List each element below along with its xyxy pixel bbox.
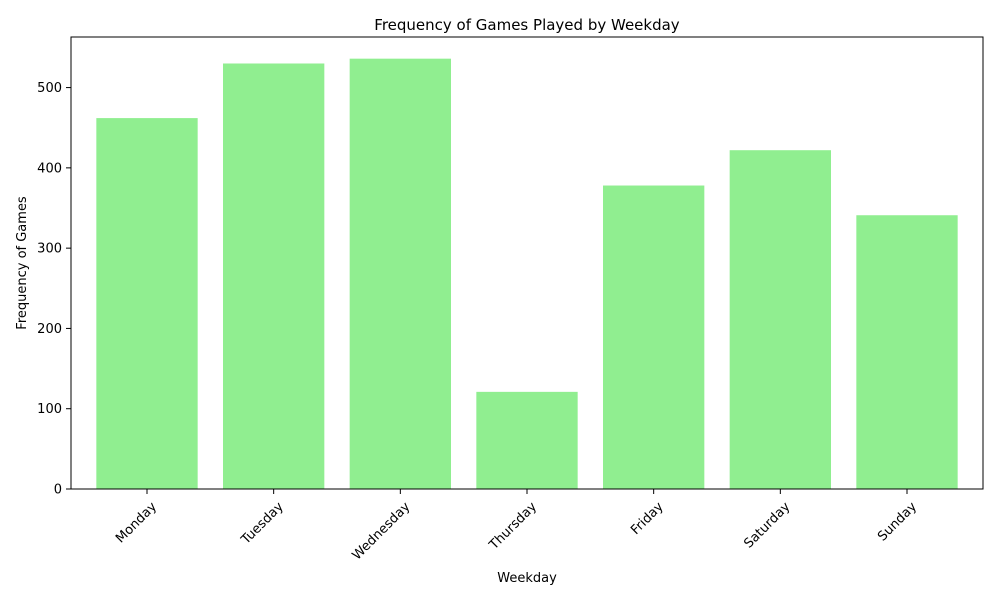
y-tick-label: 0	[54, 483, 62, 498]
x-ticks: Monday Tuesday Wednesday Thursday Friday Satu…	[113, 489, 920, 563]
x-tick-label-tuesday: Tuesday	[238, 499, 287, 548]
x-tick-label-wednesday: Wednesday	[350, 499, 414, 563]
x-tick-label-friday: Friday	[628, 499, 667, 538]
y-tick-label: 200	[37, 322, 62, 337]
bars-layer	[96, 58, 958, 490]
y-tick-label: 300	[37, 242, 62, 257]
chart-title: Frequency of Games Played by Weekday	[374, 16, 679, 34]
y-tick-label: 100	[37, 402, 62, 417]
bar-sunday	[856, 215, 958, 490]
bar-thursday	[476, 391, 578, 489]
y-ticks: 0 100 200 300 400 500	[37, 81, 71, 498]
x-tick-label-saturday: Saturday	[741, 499, 793, 551]
x-tick-label-sunday: Sunday	[875, 499, 920, 544]
x-tick-label-monday: Monday	[113, 499, 160, 546]
y-axis-label: Frequency of Games	[15, 196, 30, 330]
x-tick-label-thursday: Thursday	[486, 499, 540, 553]
bar-wednesday	[349, 58, 451, 490]
bar-saturday	[729, 150, 831, 489]
y-tick-label: 500	[37, 81, 62, 96]
bar-tuesday	[223, 63, 325, 490]
x-axis-label: Weekday	[497, 571, 557, 586]
y-tick-label: 400	[37, 161, 62, 176]
bar-monday	[96, 118, 198, 489]
bar-friday	[603, 185, 705, 489]
